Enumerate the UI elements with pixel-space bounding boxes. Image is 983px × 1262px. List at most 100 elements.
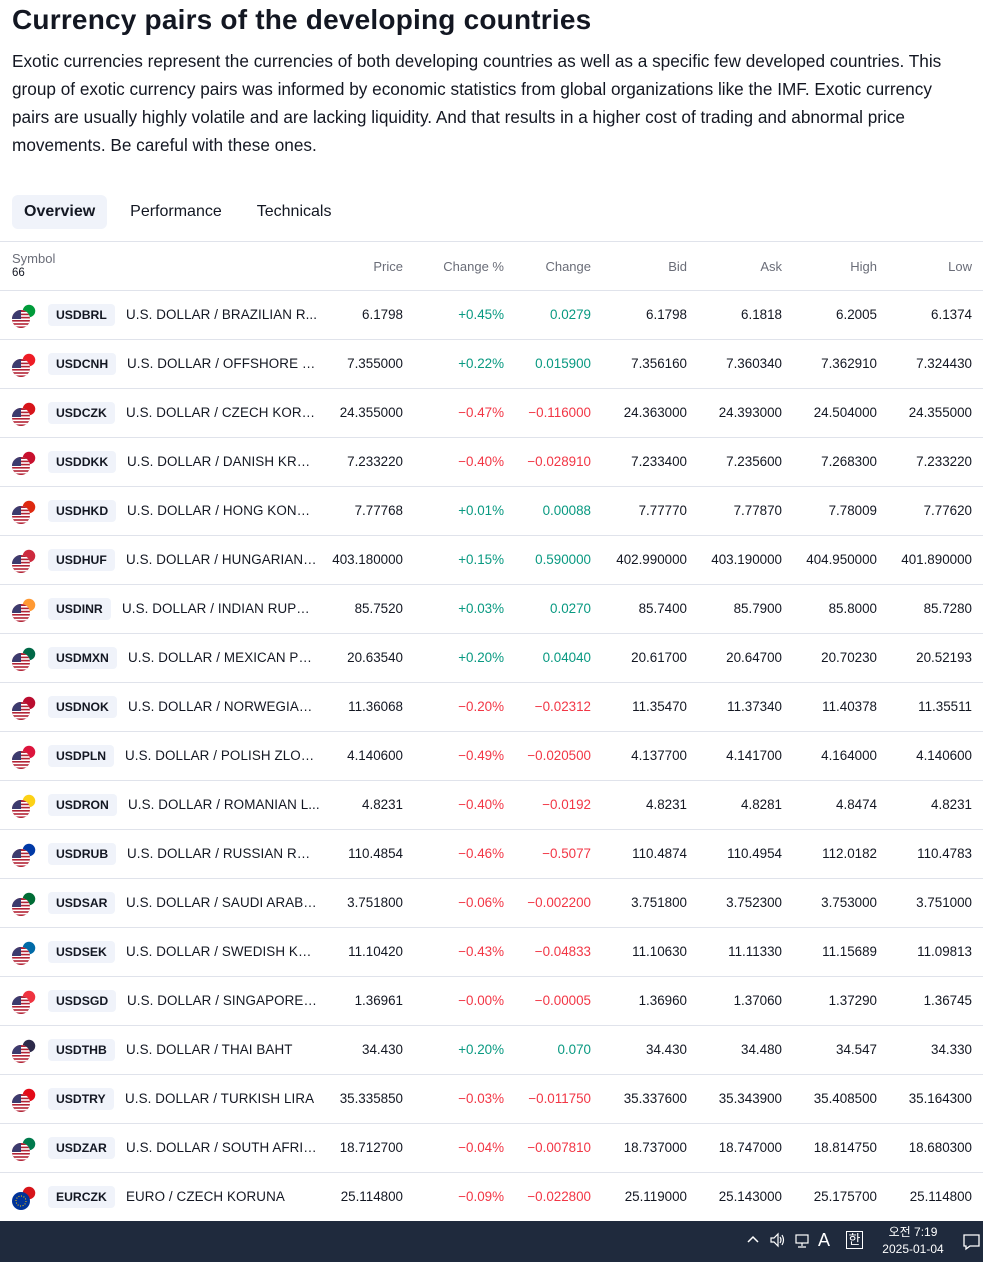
cell-low: 18.680300 [908,1140,972,1155]
symbol-description[interactable]: U.S. DOLLAR / INDIAN RUPEE [122,601,314,616]
ticker-badge[interactable]: USDCNH [48,353,117,375]
ticker-badge[interactable]: USDZAR [48,1137,115,1159]
cell-ask: 7.77870 [733,503,782,518]
change-header[interactable]: Change [545,259,591,274]
table-row[interactable]: USDINR U.S. DOLLAR / INDIAN RUPEE 85.7520 +… [0,585,983,634]
ticker-badge[interactable]: USDTRY [48,1088,114,1110]
symbol-description[interactable]: EURO / CZECH KORUNA [126,1189,285,1204]
cell-low: 110.4783 [917,846,972,861]
ticker-badge[interactable]: USDSEK [48,941,115,963]
change-pct-header[interactable]: Change % [443,259,504,274]
ticker-badge[interactable]: USDPLN [48,745,115,767]
table-row[interactable]: USDRON U.S. DOLLAR / ROMANIAN L... 4.8231 −… [0,781,983,830]
cell-bid: 402.990000 [616,552,687,567]
tab-performance[interactable]: Performance [130,203,222,220]
symbol-description[interactable]: U.S. DOLLAR / MEXICAN PESO [128,650,320,665]
table-row[interactable]: USDCZK U.S. DOLLAR / CZECH KORU... 24.3550… [0,389,983,438]
cell-ask: 35.343900 [718,1091,782,1106]
symbol-description[interactable]: U.S. DOLLAR / POLISH ZLOTY [125,748,317,763]
cell-change-pct: +0.20% [458,650,504,665]
cell-ask: 4.141700 [726,748,782,763]
symbol-description[interactable]: U.S. DOLLAR / SAUDI ARABI... [126,895,318,910]
table-row[interactable]: USDNOK U.S. DOLLAR / NORWEGIAN ... 11.3606… [0,683,983,732]
bid-header[interactable]: Bid [668,259,687,274]
symbol-description[interactable]: U.S. DOLLAR / HONG KONG ... [127,503,319,518]
ticker-badge[interactable]: USDNOK [48,696,117,718]
cell-low: 401.890000 [901,552,972,567]
symbol-description[interactable]: U.S. DOLLAR / NORWEGIAN ... [128,699,320,714]
table-row[interactable]: USDDKK U.S. DOLLAR / DANISH KRONE 7.233220… [0,438,983,487]
cell-ask: 20.64700 [726,650,782,665]
ticker-badge[interactable]: USDINR [48,598,111,620]
ticker-badge[interactable]: USDHUF [48,549,115,571]
ticker-badge[interactable]: USDCZK [48,402,115,424]
cell-change: 0.070 [557,1042,591,1057]
ticker-badge[interactable]: USDSGD [48,990,117,1012]
tab-technicals[interactable]: Technicals [256,203,332,220]
cell-low: 24.355000 [908,405,972,420]
ticker-badge[interactable]: USDRON [48,794,117,816]
ime-mode-indicator[interactable]: 한 [846,1231,863,1249]
low-header[interactable]: Low [948,259,972,274]
ticker-badge[interactable]: USDTHB [48,1039,115,1061]
symbol-description[interactable]: U.S. DOLLAR / SOUTH AFRIC... [126,1140,318,1155]
table-row[interactable]: USDSGD U.S. DOLLAR / SINGAPORE D... 1.3696… [0,977,983,1026]
ticker-badge[interactable]: EURCZK [48,1186,115,1208]
cell-bid: 4.8231 [646,797,687,812]
ticker-badge[interactable]: USDHKD [48,500,117,522]
cell-high: 3.753000 [821,895,877,910]
norway-flag-icon [12,695,37,720]
ticker-badge[interactable]: USDMXN [48,647,117,669]
cell-price: 7.233220 [347,454,403,469]
table-row[interactable]: USDPLN U.S. DOLLAR / POLISH ZLOTY 4.140600… [0,732,983,781]
symbol-description[interactable]: U.S. DOLLAR / HUNGARIAN ... [126,552,318,567]
symbol-description[interactable]: U.S. DOLLAR / BRAZILIAN R... [126,307,318,322]
symbol-description[interactable]: U.S. DOLLAR / SWEDISH KRO... [126,944,318,959]
ime-language-indicator[interactable]: A [818,1230,831,1250]
notification-icon[interactable] [962,1232,982,1256]
speaker-icon[interactable] [769,1231,787,1253]
network-icon[interactable] [794,1232,812,1254]
table-row[interactable]: USDMXN U.S. DOLLAR / MEXICAN PESO 20.63540… [0,634,983,683]
table-row[interactable]: USDBRL U.S. DOLLAR / BRAZILIAN R... 6.1798… [0,291,983,340]
ticker-badge[interactable]: USDDKK [48,451,117,473]
ask-header[interactable]: Ask [760,259,782,274]
tab-overview[interactable]: Overview [12,195,108,229]
symbol-header[interactable]: Symbol 66 [12,251,55,281]
cell-bid: 4.137700 [631,748,687,763]
hungary-flag-icon [12,548,37,573]
symbol-description[interactable]: U.S. DOLLAR / RUSSIAN RUB... [127,846,319,861]
symbol-description[interactable]: U.S. DOLLAR / TURKISH LIRA [125,1091,315,1106]
symbol-description[interactable]: U.S. DOLLAR / THAI BAHT [126,1042,293,1057]
ticker-badge[interactable]: USDRUB [48,843,117,865]
cell-price: 3.751800 [347,895,403,910]
table-row[interactable]: USDZAR U.S. DOLLAR / SOUTH AFRIC... 18.712… [0,1124,983,1173]
table-row[interactable]: USDTRY U.S. DOLLAR / TURKISH LIRA 35.33585… [0,1075,983,1124]
table-row[interactable]: USDTHB U.S. DOLLAR / THAI BAHT 34.430 +0.20… [0,1026,983,1075]
symbol-description[interactable]: U.S. DOLLAR / CZECH KORU... [126,405,318,420]
price-header[interactable]: Price [373,259,403,274]
symbol-description[interactable]: U.S. DOLLAR / OFFSHORE C... [127,356,319,371]
ticker-badge[interactable]: USDBRL [48,304,115,326]
table-row[interactable]: EURCZK EURO / CZECH KORUNA 25.114800 −0.09%… [0,1173,983,1222]
ticker-badge[interactable]: USDSAR [48,892,116,914]
symbol-description[interactable]: U.S. DOLLAR / SINGAPORE D... [127,993,319,1008]
symbol-description[interactable]: U.S. DOLLAR / DANISH KRONE [127,454,319,469]
chevron-up-icon[interactable] [746,1231,760,1251]
cell-low: 35.164300 [908,1091,972,1106]
table-row[interactable]: USDRUB U.S. DOLLAR / RUSSIAN RUB... 110.48… [0,830,983,879]
high-header[interactable]: High [850,259,877,274]
symbol-description[interactable]: U.S. DOLLAR / ROMANIAN L... [128,797,320,812]
table-row[interactable]: USDCNH U.S. DOLLAR / OFFSHORE C... 7.35500… [0,340,983,389]
singapore-flag-icon [12,989,37,1014]
table-row[interactable]: USDHKD U.S. DOLLAR / HONG KONG ... 7.77768… [0,487,983,536]
cell-change: 0.0279 [550,307,591,322]
cell-high: 20.70230 [821,650,877,665]
table-row[interactable]: USDHUF U.S. DOLLAR / HUNGARIAN ... 403.180… [0,536,983,585]
cell-change-pct: −0.20% [458,699,504,714]
table-row[interactable]: USDSEK U.S. DOLLAR / SWEDISH KRO... 11.104… [0,928,983,977]
taskbar-clock[interactable]: 오전 7:19 2025-01-04 [872,1224,954,1258]
table-row[interactable]: USDSAR U.S. DOLLAR / SAUDI ARABI... 3.7518… [0,879,983,928]
cell-change: 0.0270 [550,601,591,616]
cell-change: 0.015900 [535,356,591,371]
